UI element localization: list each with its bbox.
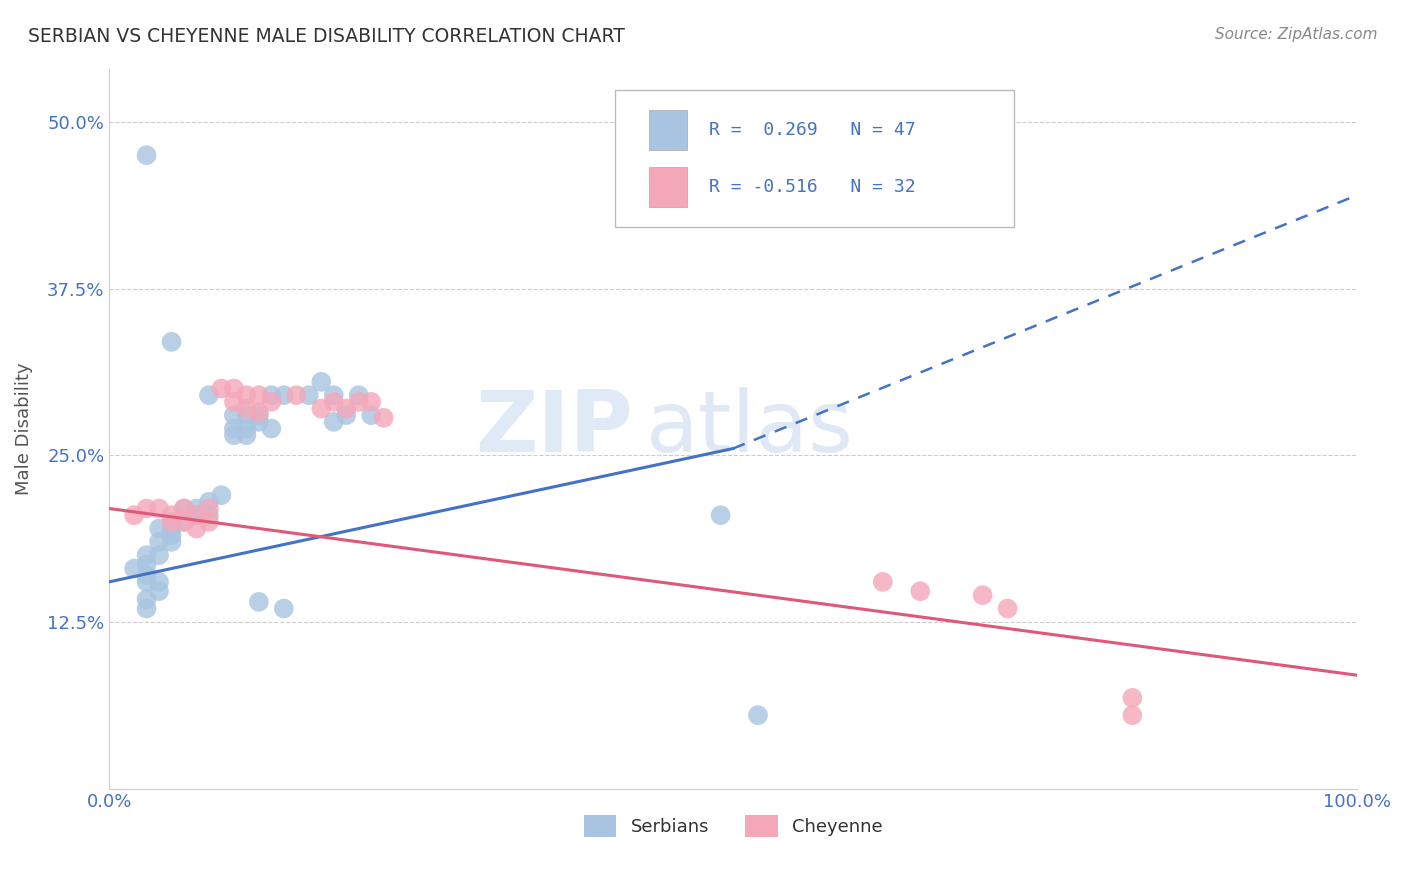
Point xyxy=(322,395,344,409)
Point xyxy=(247,415,270,429)
Point xyxy=(373,410,395,425)
Point xyxy=(247,408,270,422)
Point xyxy=(322,388,344,402)
Point xyxy=(198,515,221,529)
Point xyxy=(260,421,283,435)
Point xyxy=(148,574,170,589)
Text: R = -0.516   N = 32: R = -0.516 N = 32 xyxy=(710,178,915,196)
Text: atlas: atlas xyxy=(645,387,853,470)
FancyBboxPatch shape xyxy=(650,167,688,207)
Point xyxy=(222,408,245,422)
FancyBboxPatch shape xyxy=(614,90,1014,227)
Point xyxy=(747,708,769,723)
Point xyxy=(160,522,183,536)
Text: ZIP: ZIP xyxy=(475,387,633,470)
Point xyxy=(1121,708,1143,723)
Point xyxy=(222,382,245,396)
Point xyxy=(135,548,157,562)
Point xyxy=(247,388,270,402)
Point xyxy=(222,428,245,442)
Point xyxy=(173,501,195,516)
Point xyxy=(222,421,245,435)
Point xyxy=(360,395,382,409)
Point xyxy=(186,501,208,516)
Point xyxy=(186,508,208,523)
Point xyxy=(222,395,245,409)
Y-axis label: Male Disability: Male Disability xyxy=(15,362,32,495)
Point xyxy=(198,501,221,516)
Point xyxy=(160,534,183,549)
Point xyxy=(235,408,257,422)
Point xyxy=(122,508,145,523)
Point xyxy=(347,395,370,409)
Point xyxy=(148,522,170,536)
Point xyxy=(972,588,994,602)
Point xyxy=(160,515,183,529)
Point xyxy=(872,574,894,589)
Point xyxy=(173,515,195,529)
Point xyxy=(209,488,232,502)
Point xyxy=(135,601,157,615)
Point xyxy=(360,408,382,422)
Point xyxy=(148,584,170,599)
Legend: Serbians, Cheyenne: Serbians, Cheyenne xyxy=(576,808,890,845)
Point xyxy=(273,601,295,615)
Point xyxy=(135,574,157,589)
Point xyxy=(309,375,332,389)
Text: R =  0.269   N = 47: R = 0.269 N = 47 xyxy=(710,121,915,139)
Point xyxy=(322,415,344,429)
Point xyxy=(235,388,257,402)
Point xyxy=(997,601,1019,615)
Point xyxy=(235,401,257,416)
Point xyxy=(309,401,332,416)
Point xyxy=(247,405,270,419)
Point xyxy=(173,515,195,529)
Point xyxy=(122,561,145,575)
Point xyxy=(148,548,170,562)
Point xyxy=(335,408,357,422)
Point xyxy=(198,495,221,509)
Point xyxy=(186,508,208,523)
Text: Source: ZipAtlas.com: Source: ZipAtlas.com xyxy=(1215,27,1378,42)
Point xyxy=(148,534,170,549)
Point xyxy=(135,568,157,582)
Point xyxy=(1121,690,1143,705)
Point xyxy=(209,382,232,396)
Point xyxy=(160,528,183,542)
Point xyxy=(135,148,157,162)
Point xyxy=(235,421,257,435)
Point xyxy=(148,501,170,516)
Point xyxy=(247,595,270,609)
Point xyxy=(135,592,157,607)
Point xyxy=(710,508,733,523)
Point xyxy=(135,501,157,516)
Text: SERBIAN VS CHEYENNE MALE DISABILITY CORRELATION CHART: SERBIAN VS CHEYENNE MALE DISABILITY CORR… xyxy=(28,27,626,45)
Point xyxy=(198,508,221,523)
FancyBboxPatch shape xyxy=(650,111,688,150)
Point xyxy=(186,522,208,536)
Point xyxy=(160,508,183,523)
Point xyxy=(298,388,321,402)
Point xyxy=(235,428,257,442)
Point xyxy=(347,388,370,402)
Point xyxy=(273,388,295,402)
Point xyxy=(135,558,157,572)
Point xyxy=(910,584,932,599)
Point xyxy=(160,334,183,349)
Point xyxy=(198,388,221,402)
Point xyxy=(335,401,357,416)
Point xyxy=(260,395,283,409)
Point xyxy=(173,501,195,516)
Point xyxy=(260,388,283,402)
Point xyxy=(285,388,308,402)
